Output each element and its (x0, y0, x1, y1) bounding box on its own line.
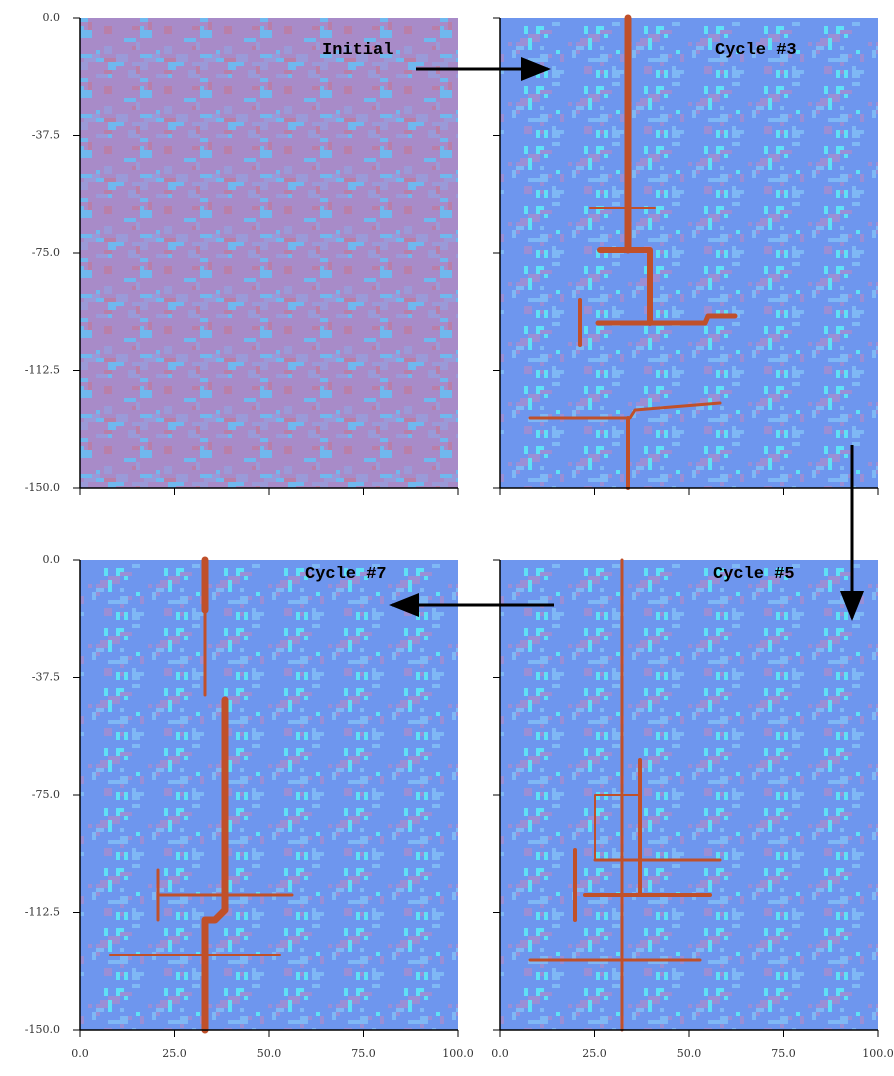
panel-title: Cycle #3 (715, 41, 797, 60)
panel: Initial 0.0 -37.5 -75.0 -112.5 -150.0 (25, 11, 459, 495)
arrows (389, 57, 864, 621)
y-tick-label: -150.0 (25, 1023, 60, 1036)
crack-path (597, 247, 653, 326)
heatmap-field (500, 560, 878, 1030)
x-tick-label: 100.0 (862, 1047, 894, 1060)
x-tick-label: 50.0 (677, 1047, 702, 1060)
panel-title: Cycle #5 (713, 565, 795, 584)
panel-title: Cycle #7 (305, 565, 387, 584)
y-tick-label: -37.5 (32, 129, 60, 142)
panel: Cycle #3 (493, 14, 879, 495)
crack-path (594, 794, 641, 861)
heatmap-field (80, 18, 458, 488)
y-tick-label: -75.0 (32, 788, 60, 801)
heatmap-field (500, 18, 878, 488)
y-tick-label: 0.0 (43, 553, 61, 566)
y-tick-label: -112.5 (25, 906, 60, 919)
x-tick-label: 0.0 (491, 1047, 509, 1060)
x-tick-label: 100.0 (442, 1047, 474, 1060)
y-tick-label: -112.5 (25, 364, 60, 377)
y-tick-label: -37.5 (32, 671, 60, 684)
crack-path (595, 313, 738, 326)
heatmap-field (80, 560, 458, 1030)
y-tick-label: -150.0 (25, 481, 60, 494)
x-tick-label: 25.0 (162, 1047, 187, 1060)
panel: Cycle #5 0.0 25.0 50.0 75.0 100.0 (491, 558, 894, 1060)
y-tick-label: 0.0 (43, 11, 61, 24)
panel: Cycle #7 0.0 -37.5 -75.0 -112.5 -150.0 0.0 25.0… (25, 553, 474, 1060)
x-tick-label: 25.0 (582, 1047, 607, 1060)
x-tick-label: 75.0 (771, 1047, 796, 1060)
y-tick-label: -75.0 (32, 246, 60, 259)
crack-path (528, 401, 722, 420)
x-tick-label: 50.0 (257, 1047, 282, 1060)
x-tick-label: 75.0 (351, 1047, 376, 1060)
crack-path (201, 696, 229, 1034)
panel-title: Initial (322, 41, 393, 60)
x-tick-label: 0.0 (71, 1047, 89, 1060)
